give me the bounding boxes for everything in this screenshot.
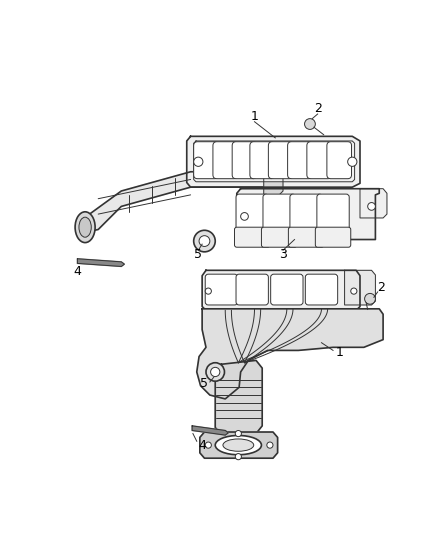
FancyBboxPatch shape	[317, 194, 349, 232]
Polygon shape	[192, 426, 228, 435]
Circle shape	[194, 157, 203, 166]
FancyBboxPatch shape	[305, 274, 338, 305]
Text: 1: 1	[251, 110, 258, 123]
Polygon shape	[264, 168, 283, 195]
Polygon shape	[78, 259, 124, 266]
Polygon shape	[360, 189, 387, 218]
FancyBboxPatch shape	[261, 227, 297, 247]
Circle shape	[235, 454, 241, 460]
FancyBboxPatch shape	[205, 274, 237, 305]
FancyBboxPatch shape	[213, 142, 237, 179]
Ellipse shape	[79, 217, 91, 237]
FancyBboxPatch shape	[236, 194, 268, 232]
Text: 4: 4	[74, 265, 81, 278]
FancyBboxPatch shape	[263, 194, 295, 232]
Circle shape	[199, 236, 210, 246]
Text: 2: 2	[314, 102, 321, 115]
Circle shape	[194, 230, 215, 252]
Polygon shape	[237, 189, 379, 239]
FancyBboxPatch shape	[307, 142, 332, 179]
FancyBboxPatch shape	[327, 142, 352, 179]
Ellipse shape	[223, 439, 254, 451]
Circle shape	[211, 367, 220, 377]
Text: 3: 3	[279, 248, 287, 261]
Text: 1: 1	[335, 346, 343, 359]
Circle shape	[364, 294, 375, 304]
Circle shape	[240, 213, 248, 220]
FancyBboxPatch shape	[194, 142, 218, 179]
Polygon shape	[197, 309, 383, 399]
FancyBboxPatch shape	[315, 227, 351, 247]
Ellipse shape	[215, 435, 261, 455]
Circle shape	[267, 442, 273, 448]
FancyBboxPatch shape	[290, 194, 322, 232]
Polygon shape	[79, 172, 276, 233]
Circle shape	[206, 363, 224, 381]
FancyBboxPatch shape	[268, 142, 293, 179]
Circle shape	[205, 442, 212, 448]
Polygon shape	[215, 360, 262, 435]
Circle shape	[351, 288, 357, 294]
Circle shape	[235, 431, 241, 437]
Polygon shape	[187, 136, 360, 187]
FancyBboxPatch shape	[271, 274, 303, 305]
Text: 5: 5	[201, 377, 208, 390]
Text: 4: 4	[198, 439, 206, 451]
FancyBboxPatch shape	[288, 227, 324, 247]
FancyBboxPatch shape	[234, 227, 270, 247]
Circle shape	[367, 203, 375, 210]
FancyBboxPatch shape	[288, 142, 312, 179]
Polygon shape	[345, 270, 375, 305]
Ellipse shape	[75, 212, 95, 243]
Text: 2: 2	[377, 281, 385, 294]
FancyBboxPatch shape	[236, 274, 268, 305]
Circle shape	[348, 157, 357, 166]
Text: 5: 5	[194, 248, 202, 261]
Circle shape	[304, 119, 315, 130]
FancyBboxPatch shape	[232, 142, 257, 179]
FancyBboxPatch shape	[250, 142, 275, 179]
Circle shape	[205, 288, 212, 294]
Polygon shape	[200, 432, 278, 458]
Polygon shape	[202, 270, 360, 310]
Polygon shape	[194, 141, 355, 182]
